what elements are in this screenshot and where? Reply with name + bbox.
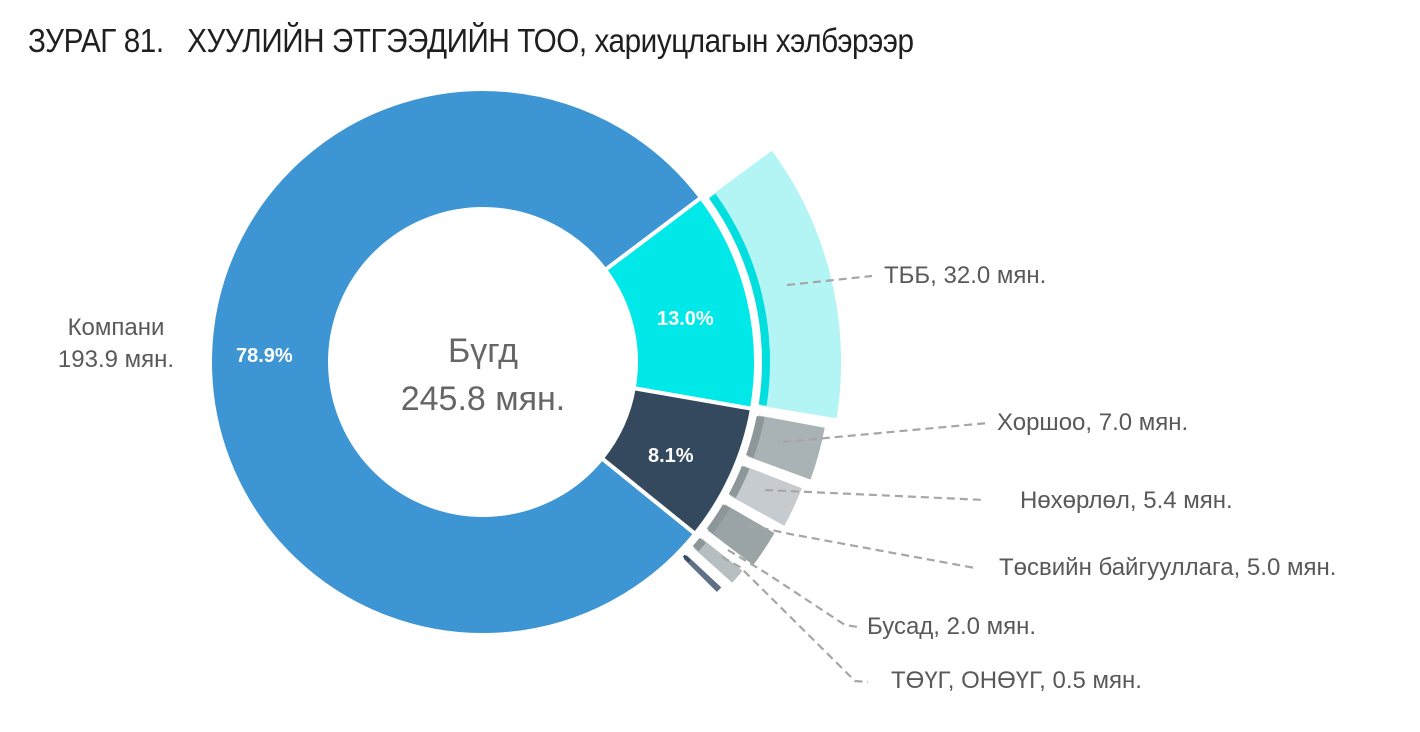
leader-line-tbb — [786, 274, 873, 287]
leader-line-nokhorlol — [764, 488, 986, 502]
label-khorshoo: Хоршоо, 7.0 мян. — [997, 409, 1189, 436]
pct-tbb: 13.0% — [657, 308, 714, 330]
center-total-label: Бүгд 245.8 мян. — [363, 327, 603, 423]
label-tosviin: Төсвийн байгууллага, 5.0 мян. — [999, 554, 1337, 581]
label-busad: Бусад, 2.0 мян. — [867, 613, 1037, 640]
slice-outer-toug — [677, 549, 727, 598]
label-company-value: 193.9 мян. — [57, 346, 175, 373]
label-tbb: ТББ, 32.0 мян. — [884, 262, 1047, 289]
slice-outer-tosviin-inner-strip — [706, 504, 730, 534]
label-company-name: Компани — [67, 314, 165, 341]
pct-others: 8.1% — [648, 445, 694, 467]
leader-line-toug — [721, 556, 869, 684]
label-company: Компани 193.9 мян. — [45, 312, 187, 376]
pct-company: 78.9% — [236, 345, 293, 367]
leader-lines — [721, 274, 989, 684]
leader-line-busad — [727, 549, 859, 629]
slice-outer-nokhorlol-inner-strip — [728, 465, 750, 498]
center-line1: Бүгд — [447, 332, 519, 370]
slice-company — [208, 87, 704, 637]
outer-ring — [677, 145, 845, 598]
slice-others — [599, 385, 755, 537]
slice-outer-khorshoo — [742, 410, 830, 485]
inner-ring — [208, 87, 758, 637]
slice-outer-tbb-inner-strip — [709, 193, 770, 406]
label-toug: ТӨҮГ, ОНӨҮГ, 0.5 мян. — [891, 667, 1142, 694]
slice-outer-busad — [687, 532, 749, 589]
leader-line-khorshoo — [782, 421, 989, 444]
slice-outer-toug-inner-strip — [682, 554, 691, 563]
center-line2: 245.8 мян. — [400, 380, 566, 418]
slice-outer-nokhorlol — [724, 460, 808, 532]
label-nokhorlol: Нөхөрлөл, 5.4 мян. — [1020, 487, 1233, 514]
leader-line-tosviin — [747, 523, 976, 570]
chart-title: ЗУРАГ 81. ХУУЛИЙН ЭТГЭЭДИЙН ТОО, хариуцл… — [28, 22, 914, 59]
slice-outer-busad-inner-strip — [692, 537, 706, 552]
slice-outer-khorshoo-inner-strip — [746, 416, 765, 458]
